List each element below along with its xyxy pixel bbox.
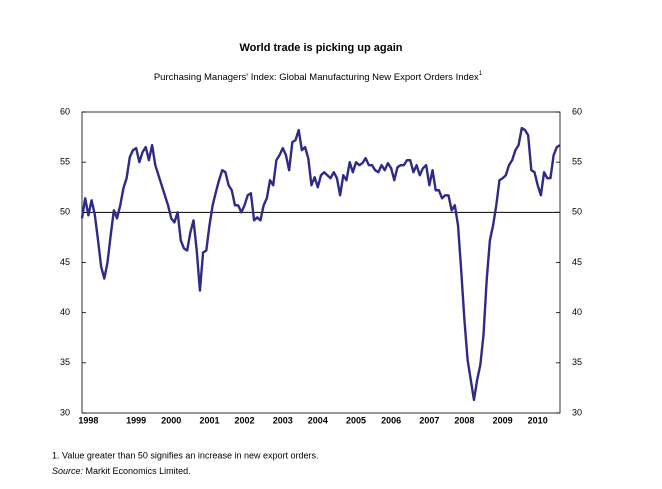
source: Source: Markit Economics Limited. xyxy=(52,466,191,476)
y-tick-label: 35 xyxy=(60,357,70,367)
x-tick-label: 2006 xyxy=(381,415,401,425)
subtitle-note: 1 xyxy=(479,71,483,77)
y2-tick-label: 45 xyxy=(572,257,582,267)
x-tick-label: 2004 xyxy=(308,415,328,425)
y-tick-label: 60 xyxy=(60,106,70,116)
series-line xyxy=(80,126,561,402)
x-tick-label: 2010 xyxy=(528,415,548,425)
x-tick-label: 2009 xyxy=(493,415,513,425)
subtitle-text: Purchasing Managers' Index: Global Manuf… xyxy=(154,72,479,83)
y2-tick-label: 50 xyxy=(572,207,582,217)
x-tick-label: 1998 xyxy=(78,415,98,425)
y-tick-label: 40 xyxy=(60,307,70,317)
footnote: 1. Value greater than 50 signifies an in… xyxy=(52,450,319,460)
y2-tick-label: 30 xyxy=(572,407,582,417)
x-tick-label: 1999 xyxy=(126,415,146,425)
x-tick-label: 2008 xyxy=(454,415,474,425)
x-tick-label: 2003 xyxy=(273,415,293,425)
x-tick-label: 2000 xyxy=(161,415,181,425)
chart-title: World trade is picking up again xyxy=(240,42,403,54)
y-tick-label: 50 xyxy=(60,207,70,217)
y2-tick-label: 60 xyxy=(572,106,582,116)
y2-tick-label: 55 xyxy=(572,157,582,167)
chart-subtitle: Purchasing Managers' Index: Global Manuf… xyxy=(154,71,483,83)
source-label: Source: xyxy=(52,466,84,476)
y-tick-label: 55 xyxy=(60,157,70,167)
x-tick-label: 2001 xyxy=(199,415,219,425)
y-tick-label: 45 xyxy=(60,257,70,267)
x-tick-label: 2002 xyxy=(235,415,255,425)
source-text: Markit Economics Limited. xyxy=(86,466,191,476)
x-tick-label: 2007 xyxy=(419,415,439,425)
x-tick-label: 2005 xyxy=(346,415,366,425)
y2-tick-label: 35 xyxy=(572,357,582,367)
y2-tick-label: 40 xyxy=(572,307,582,317)
y-tick-label: 30 xyxy=(60,407,70,417)
